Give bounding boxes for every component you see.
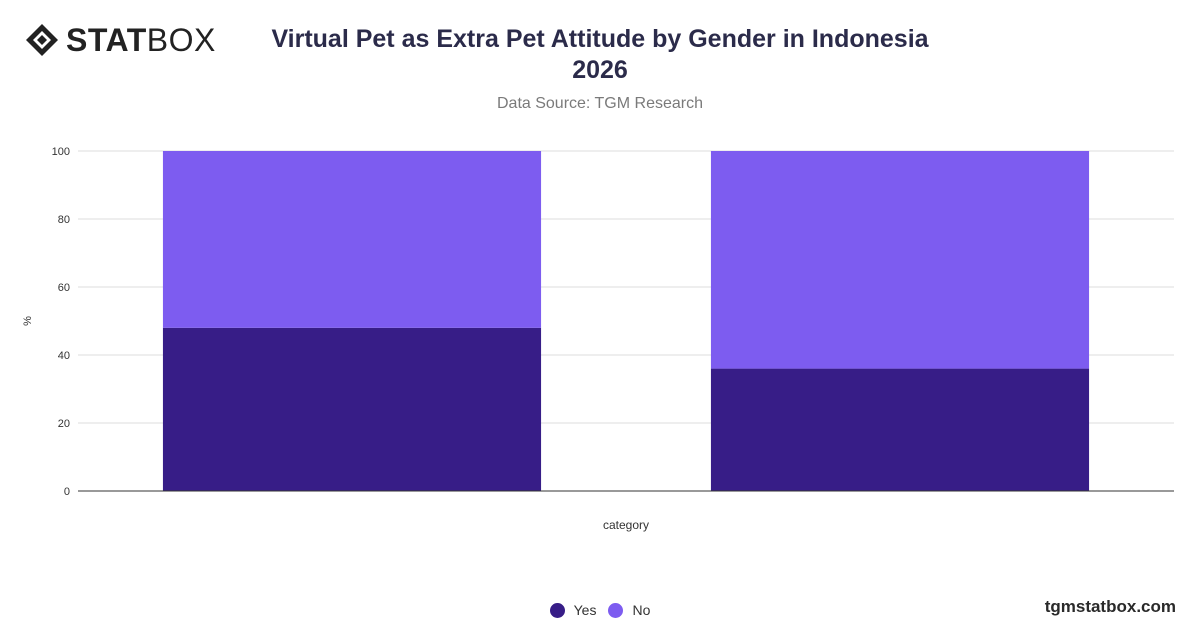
bar-no-1[interactable] — [162, 151, 542, 328]
legend-item-yes[interactable]: Yes — [549, 602, 597, 618]
bar-yes-1[interactable] — [162, 327, 542, 491]
legend-label-no: No — [632, 602, 651, 618]
legend: Yes No — [0, 602, 1200, 618]
logo-light-text: BOX — [146, 22, 216, 58]
chart-title-line2: 2026 — [572, 56, 628, 84]
chart-subtitle: Data Source: TGM Research — [496, 95, 703, 112]
legend-item-no[interactable]: No — [608, 602, 650, 618]
legend-swatch-yes — [549, 602, 565, 618]
watermark: tgmstatbox.com — [1044, 597, 1176, 616]
y-axis-ticks: 0 20 40 60 80 100 — [52, 146, 70, 498]
y-tick-label: 100 — [52, 146, 70, 158]
y-tick-label: 40 — [58, 350, 70, 362]
y-tick-label: 60 — [58, 282, 70, 294]
y-tick-label: 0 — [64, 486, 70, 498]
bar-no-2[interactable] — [710, 151, 1090, 369]
logo-wordmark: STATBOX — [66, 24, 216, 56]
chart-title-line1: Virtual Pet as Extra Pet Attitude by Gen… — [271, 25, 929, 53]
y-tick-label: 80 — [58, 214, 70, 226]
bar-yes-2[interactable] — [710, 368, 1090, 491]
statbox-logo: STATBOX — [24, 22, 216, 58]
x-axis-label: category — [603, 518, 649, 532]
y-axis-label: % — [22, 316, 34, 326]
bars — [162, 151, 1090, 491]
y-tick-label: 20 — [58, 418, 70, 430]
diamond-logo-icon — [26, 24, 58, 56]
legend-swatch-no — [608, 602, 624, 618]
chart-header: Virtual Pet as Extra Pet Attitude by Gen… — [200, 24, 1000, 113]
chart-title: Virtual Pet as Extra Pet Attitude by Gen… — [200, 24, 1000, 86]
legend-label-yes: Yes — [573, 602, 597, 618]
logo-bold-text: STAT — [66, 22, 147, 58]
